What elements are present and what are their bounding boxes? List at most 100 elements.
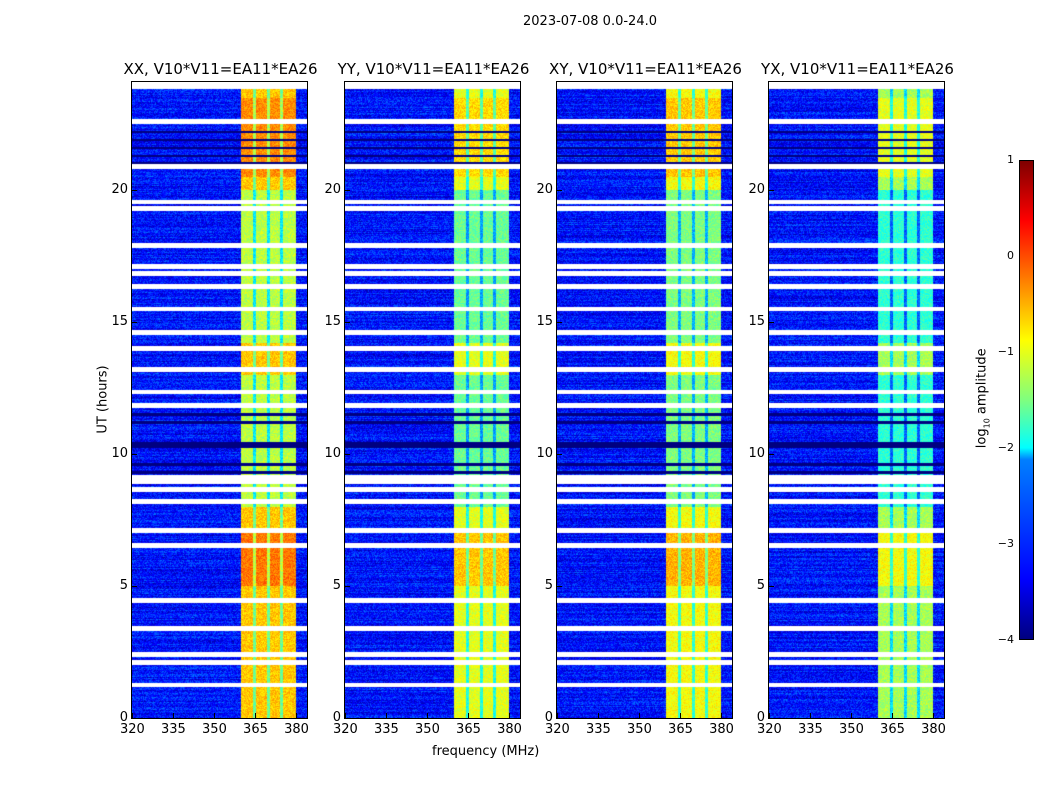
- y-tick-label: 15: [324, 314, 341, 330]
- y-tick-label: 5: [119, 578, 128, 594]
- y-tick-mark: [345, 586, 350, 588]
- y-tick-label: 0: [544, 710, 553, 725]
- panel-title: XX, V10*V11=EA11*EA26: [123, 60, 318, 78]
- y-tick-label: 0: [756, 710, 765, 725]
- y-tick-label: 15: [748, 314, 765, 330]
- y-tick-label: 20: [324, 182, 341, 198]
- y-tick-label: 0: [119, 710, 128, 725]
- x-axis-label: frequency (MHz): [432, 744, 540, 759]
- x-tick-label: 365: [880, 722, 905, 737]
- x-tick-label: 350: [202, 722, 227, 737]
- waterfall-panel: XX, V10*V11=EA11*EA26 320 335 350 365 380 0 5 10…: [111, 60, 317, 737]
- y-tick-mark: [557, 718, 562, 719]
- y-tick-mark: [132, 586, 137, 588]
- waterfall-panel: XY, V10*V11=EA11*EA26 320 335 350 365 380 0 5 10…: [536, 60, 741, 737]
- y-tick-mark: [769, 190, 774, 192]
- x-tick-label: 350: [415, 722, 440, 737]
- x-tick-mark: [598, 713, 600, 718]
- x-tick-mark: [427, 713, 429, 718]
- x-tick-mark: [892, 713, 894, 718]
- panel-title: YY, V10*V11=EA11*EA26: [337, 60, 530, 78]
- x-tick-label: 335: [374, 722, 399, 737]
- x-tick-mark: [468, 713, 470, 718]
- colorbar-label: log10 amplitude: [974, 348, 992, 449]
- y-tick-label: 15: [111, 314, 128, 330]
- heatmap-image: [345, 82, 520, 718]
- y-tick-mark: [132, 190, 137, 192]
- x-tick-mark: [557, 713, 558, 718]
- x-tick-label: 335: [586, 722, 611, 737]
- colorbar-tick-label: −1: [997, 345, 1014, 358]
- x-tick-label: 320: [333, 722, 358, 737]
- y-tick-label: 5: [332, 578, 341, 594]
- x-tick-mark: [721, 713, 723, 718]
- y-tick-mark: [345, 322, 350, 324]
- x-tick-mark: [933, 713, 935, 718]
- panel-title: XY, V10*V11=EA11*EA26: [549, 60, 742, 78]
- x-tick-mark: [386, 713, 388, 718]
- x-tick-label: 350: [839, 722, 864, 737]
- x-tick-mark: [851, 713, 853, 718]
- y-tick-label: 20: [536, 182, 553, 198]
- x-tick-label: 380: [284, 722, 309, 737]
- x-tick-mark: [214, 713, 216, 718]
- y-tick-label: 15: [536, 314, 553, 330]
- x-tick-mark: [132, 713, 133, 718]
- waterfall-panel: YX, V10*V11=EA11*EA26 320 335 350 365 380 0 5 10…: [748, 60, 953, 737]
- y-tick-mark: [345, 718, 350, 719]
- y-tick-label: 10: [324, 446, 341, 462]
- y-tick-label: 10: [748, 446, 765, 462]
- y-tick-mark: [557, 586, 562, 588]
- x-tick-label: 320: [545, 722, 570, 737]
- x-tick-mark: [173, 713, 175, 718]
- x-tick-label: 320: [120, 722, 145, 737]
- colorbar-tick-label: −4: [997, 633, 1014, 646]
- y-tick-mark: [769, 322, 774, 324]
- x-tick-mark: [345, 713, 346, 718]
- y-tick-label: 5: [756, 578, 765, 594]
- x-tick-label: 380: [709, 722, 734, 737]
- x-tick-mark: [509, 713, 511, 718]
- y-tick-label: 5: [544, 578, 553, 594]
- x-tick-label: 365: [668, 722, 693, 737]
- x-tick-mark: [769, 713, 770, 718]
- y-axis-label: UT (hours): [95, 365, 111, 434]
- heatmap-image: [769, 82, 944, 718]
- y-tick-mark: [132, 322, 137, 324]
- y-tick-mark: [557, 190, 562, 192]
- y-tick-label: 10: [111, 446, 128, 462]
- colorbar-tick-label: 1: [1007, 153, 1014, 166]
- y-tick-mark: [132, 718, 137, 719]
- x-tick-label: 365: [456, 722, 481, 737]
- x-tick-mark: [639, 713, 641, 718]
- colorbar: [1019, 160, 1034, 640]
- y-tick-mark: [557, 454, 562, 456]
- colorbar-tick-label: −2: [997, 441, 1014, 454]
- y-tick-mark: [345, 190, 350, 192]
- y-tick-mark: [769, 454, 774, 456]
- y-tick-label: 20: [748, 182, 765, 198]
- x-tick-mark: [255, 713, 257, 718]
- x-tick-label: 320: [757, 722, 782, 737]
- y-tick-label: 10: [536, 446, 553, 462]
- y-tick-mark: [769, 718, 774, 719]
- waterfall-panel: YY, V10*V11=EA11*EA26 320 335 350 365 380 0 5 10…: [324, 60, 529, 737]
- figure-title: 2023-07-08 0.0-24.0: [523, 14, 657, 29]
- x-tick-label: 335: [798, 722, 823, 737]
- x-tick-label: 380: [497, 722, 522, 737]
- y-tick-label: 0: [332, 710, 341, 725]
- colorbar-tick-label: −3: [997, 537, 1014, 550]
- y-tick-mark: [132, 454, 137, 456]
- panel-title: YX, V10*V11=EA11*EA26: [761, 60, 954, 78]
- y-tick-mark: [769, 586, 774, 588]
- heatmap-image: [132, 82, 307, 718]
- y-tick-label: 20: [111, 182, 128, 198]
- y-tick-mark: [345, 454, 350, 456]
- x-tick-label: 380: [921, 722, 946, 737]
- x-tick-mark: [296, 713, 298, 718]
- colorbar-tick-label: 0: [1007, 249, 1014, 262]
- x-tick-mark: [680, 713, 682, 718]
- x-tick-label: 335: [161, 722, 186, 737]
- x-tick-label: 350: [627, 722, 652, 737]
